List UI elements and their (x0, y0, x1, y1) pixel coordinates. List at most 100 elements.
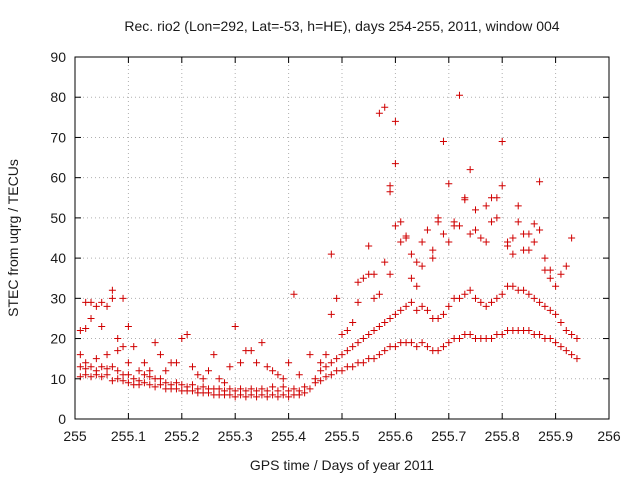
data-point (322, 373, 330, 381)
data-point (306, 351, 314, 359)
data-point (343, 347, 351, 355)
data-point (488, 298, 496, 306)
data-point (237, 359, 245, 367)
data-point (237, 391, 245, 399)
data-point (295, 371, 303, 379)
data-point (242, 387, 250, 395)
data-point (162, 379, 170, 387)
x-tick-label: 256 (597, 428, 621, 444)
x-axis-label: GPS time / Days of year 2011 (250, 457, 434, 473)
chart-title: Rec. rio2 (Lon=292, Lat=-53, h=HE), days… (124, 18, 559, 34)
data-point (391, 117, 399, 125)
data-point (429, 246, 437, 254)
data-point (338, 367, 346, 375)
data-point (359, 335, 367, 343)
data-point (333, 294, 341, 302)
data-point (124, 359, 132, 367)
data-point (151, 383, 159, 391)
data-point (188, 363, 196, 371)
data-point (76, 363, 84, 371)
data-point (402, 302, 410, 310)
data-point (354, 298, 362, 306)
y-tick-label: 80 (50, 89, 66, 105)
x-tick-label: 255.6 (378, 428, 413, 444)
data-point (557, 318, 565, 326)
data-point (455, 294, 463, 302)
data-point (167, 381, 175, 389)
data-point (108, 377, 116, 385)
data-point (482, 238, 490, 246)
data-point (359, 359, 367, 367)
data-point (194, 385, 202, 393)
data-point (386, 188, 394, 196)
axis-ticks (74, 56, 610, 420)
data-point (568, 234, 576, 242)
data-point (98, 373, 106, 381)
data-point (514, 218, 522, 226)
data-point (552, 339, 560, 347)
data-point (429, 254, 437, 262)
data-point (338, 331, 346, 339)
data-point (183, 331, 191, 339)
data-point (381, 347, 389, 355)
y-tick-labels: 0 10 20 30 40 50 60 70 80 90 (50, 49, 66, 427)
data-point (445, 339, 453, 347)
data-point (253, 393, 261, 401)
data-point (221, 387, 229, 395)
data-point (124, 379, 132, 387)
data-point (258, 339, 266, 347)
data-point (391, 310, 399, 318)
data-point (108, 363, 116, 371)
data-point (562, 327, 570, 335)
data-point (253, 359, 261, 367)
data-point (156, 381, 164, 389)
data-point (418, 302, 426, 310)
data-point (103, 302, 111, 310)
data-point (359, 274, 367, 282)
data-point (530, 220, 538, 228)
data-point (375, 109, 383, 117)
data-point (327, 371, 335, 379)
data-point (520, 286, 528, 294)
data-point (290, 290, 298, 298)
data-point (119, 377, 127, 385)
data-point (242, 393, 250, 401)
data-point (82, 365, 90, 373)
data-point (274, 371, 282, 379)
data-point (434, 214, 442, 222)
data-point (188, 381, 196, 389)
data-point (391, 343, 399, 351)
data-point (477, 298, 485, 306)
data-point (215, 375, 223, 383)
data-point (162, 367, 170, 375)
data-point (285, 359, 293, 367)
data-point (231, 387, 239, 395)
data-point (472, 206, 479, 214)
data-point (333, 355, 341, 363)
data-point (199, 383, 207, 391)
data-point (455, 222, 463, 230)
data-point (354, 339, 362, 347)
data-point (317, 367, 325, 375)
data-point (365, 242, 373, 250)
data-point (498, 331, 506, 339)
data-point (247, 347, 255, 355)
data-point (285, 387, 293, 395)
data-point (140, 379, 148, 387)
data-point (509, 234, 517, 242)
data-point (210, 351, 218, 359)
data-point (397, 306, 405, 314)
data-point (322, 351, 330, 359)
data-point (274, 387, 282, 395)
x-tick-label: 255.5 (324, 428, 359, 444)
data-point (530, 294, 538, 302)
data-point (87, 314, 95, 322)
data-point (573, 335, 581, 343)
data-point (381, 318, 389, 326)
data-point (114, 335, 122, 343)
data-point (349, 363, 357, 371)
data-point (466, 331, 474, 339)
data-point (279, 375, 287, 383)
data-point (130, 343, 138, 351)
